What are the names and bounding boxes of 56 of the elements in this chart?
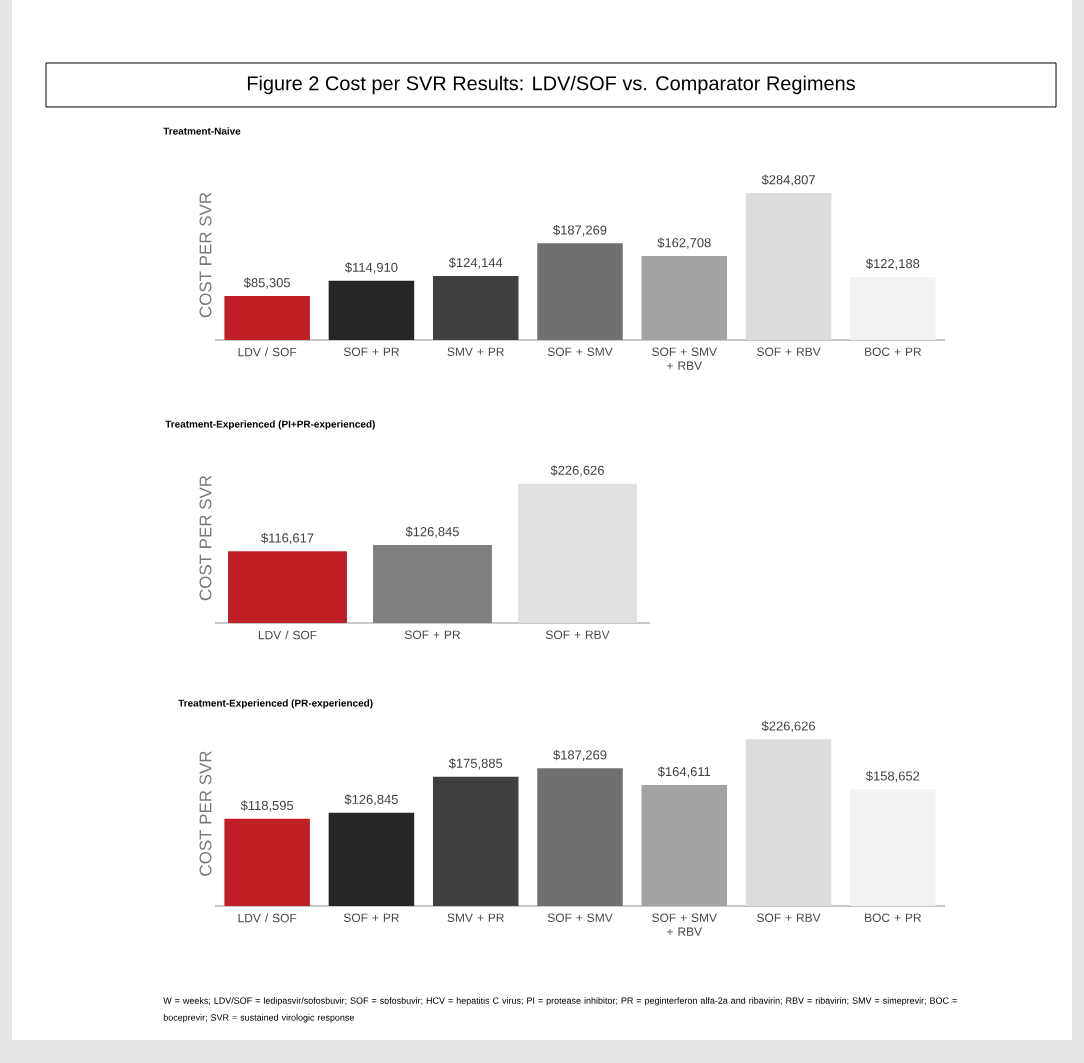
- x-tick-label: SOF + PR: [343, 347, 399, 356]
- x-tick-label: SOF + SMV + RBV: [652, 913, 717, 936]
- data-label: $122,188: [865, 258, 920, 270]
- data-label: $162,708: [657, 237, 711, 249]
- data-label: $124,144: [448, 257, 503, 269]
- x-tick-label: SOF + RBV: [757, 347, 821, 356]
- x-tick-label: SMV + PR: [447, 347, 504, 356]
- data-label: $126,845: [344, 794, 398, 806]
- x-tick-label: SOF + PR: [404, 630, 461, 639]
- bar: [745, 193, 832, 340]
- bar: [432, 776, 519, 906]
- bar: [745, 739, 832, 906]
- chart-title: Treatment-Experienced (PI+PR-experienced): [165, 420, 375, 430]
- bar: [328, 280, 415, 340]
- x-tick-label: SOF + PR: [343, 913, 399, 922]
- bar: [432, 275, 519, 340]
- x-tick-label: SOF + RBV: [757, 913, 821, 922]
- y-axis-title: COST PER SVR: [199, 475, 212, 601]
- bar: [224, 295, 310, 340]
- data-label: $187,269: [553, 749, 607, 762]
- data-label: $187,269: [553, 224, 607, 237]
- data-label: $175,885: [448, 758, 503, 770]
- chart-title: Treatment-Experienced (PR-experienced): [178, 699, 373, 709]
- data-label: $164,611: [657, 766, 711, 778]
- bar: [850, 276, 936, 340]
- x-tick-label: SOF + SMV: [547, 347, 613, 356]
- bar: [224, 818, 310, 906]
- y-axis-title: COST PER SVR: [199, 192, 212, 318]
- data-label: $126,845: [405, 526, 459, 538]
- x-tick-label: SOF + SMV + RBV: [652, 347, 717, 370]
- x-tick-label: SOF + SMV: [547, 913, 613, 922]
- x-tick-label: LDV / SOF: [238, 347, 297, 357]
- bar: [641, 784, 728, 906]
- bar: [850, 789, 936, 906]
- data-label: $118,595: [240, 800, 294, 812]
- data-label: $226,626: [550, 465, 604, 477]
- x-tick-label: SMV + PR: [447, 913, 504, 922]
- chart-title: Figure 2 Cost per SVR Results: LDV/SOF vs. Comparator Regimens: [247, 75, 855, 95]
- text: W = weeks; LDV/SOF = ledipasvir/sofosbuvir; SOF = sofosbuvir; HCV = hepatitis C virus; PI = protease inhibitor; PR = peginterferon alfa-2a and ribavirin; RBV = ribavirin; SMV = simeprevir; BOC = boceprevir; SVR = sustained virologic response: [163, 997, 957, 1023]
- bar: [537, 768, 623, 906]
- x-tick-label: LDV / SOF: [238, 913, 297, 923]
- x-tick-label: BOC + PR: [865, 913, 922, 922]
- chart-subtitle: Treatment-Naive: [163, 127, 241, 135]
- data-label: $284,807: [761, 174, 815, 186]
- bar: [641, 256, 728, 340]
- data-label: $114,910: [345, 262, 398, 274]
- data-label: $226,626: [761, 720, 816, 733]
- data-label: $116,617: [261, 532, 314, 545]
- x-tick-label: LDV / SOF: [258, 630, 317, 640]
- bar: [537, 243, 623, 340]
- x-tick-label: BOC + PR: [865, 347, 922, 356]
- y-axis-title: COST PER SVR: [199, 751, 212, 876]
- data-label: $85,305: [243, 277, 290, 289]
- bar: [328, 812, 415, 906]
- data-label: $158,652: [865, 770, 920, 783]
- x-tick-label: SOF + RBV: [546, 630, 610, 639]
